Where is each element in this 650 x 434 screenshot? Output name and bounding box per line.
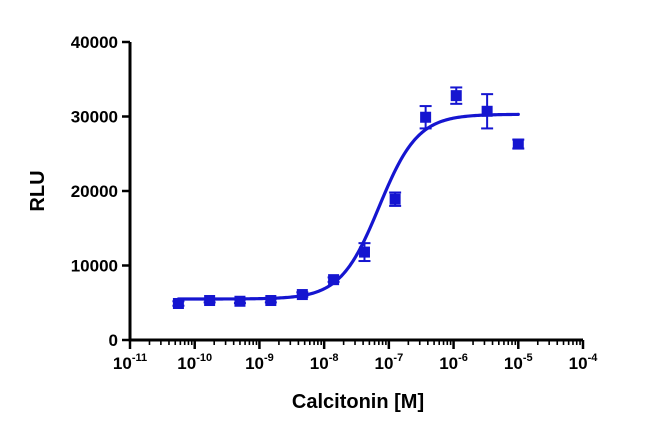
y-tick-label-1: 10000 [71,257,118,276]
labels-layer: 0 10000 20000 30000 40000 10-11 10-10 10-9 10-8 1… [71,33,599,373]
data-point-0 [172,297,184,309]
data-point-4 [296,289,308,301]
x-axis-title: Calcitonin [M] [292,391,424,413]
y-tick-label-2: 20000 [71,182,118,201]
y-axis-title: RLU [27,170,49,211]
data-point-7 [389,193,401,205]
data-point-2 [234,295,246,307]
data-point-9 [450,90,462,102]
x-tick-label-3: 10-8 [310,352,339,373]
data-point-1 [204,295,216,307]
y-tick-label-4: 40000 [71,33,118,52]
axes-layer [122,40,585,349]
fit-curve [176,112,520,301]
x-tick-label-0: 10-11 [113,352,147,373]
x-tick-label-4: 10-7 [375,352,404,373]
x-tick-label-7: 10-4 [569,352,599,373]
fit-layer [176,112,520,301]
points-layer [172,86,525,309]
data-point-6 [358,246,370,258]
data-point-5 [328,274,340,286]
data-point-8 [420,111,432,123]
y-tick-label-3: 30000 [71,108,118,127]
x-tick-label-2: 10-9 [245,352,274,373]
data-point-3 [265,295,277,307]
x-tick-label-1: 10-10 [177,352,212,373]
x-tick-label-6: 10-5 [504,352,533,373]
x-tick-label-5: 10-6 [439,352,468,373]
data-point-10 [481,105,493,117]
y-tick-label-0: 0 [109,331,118,350]
data-point-11 [512,138,524,150]
